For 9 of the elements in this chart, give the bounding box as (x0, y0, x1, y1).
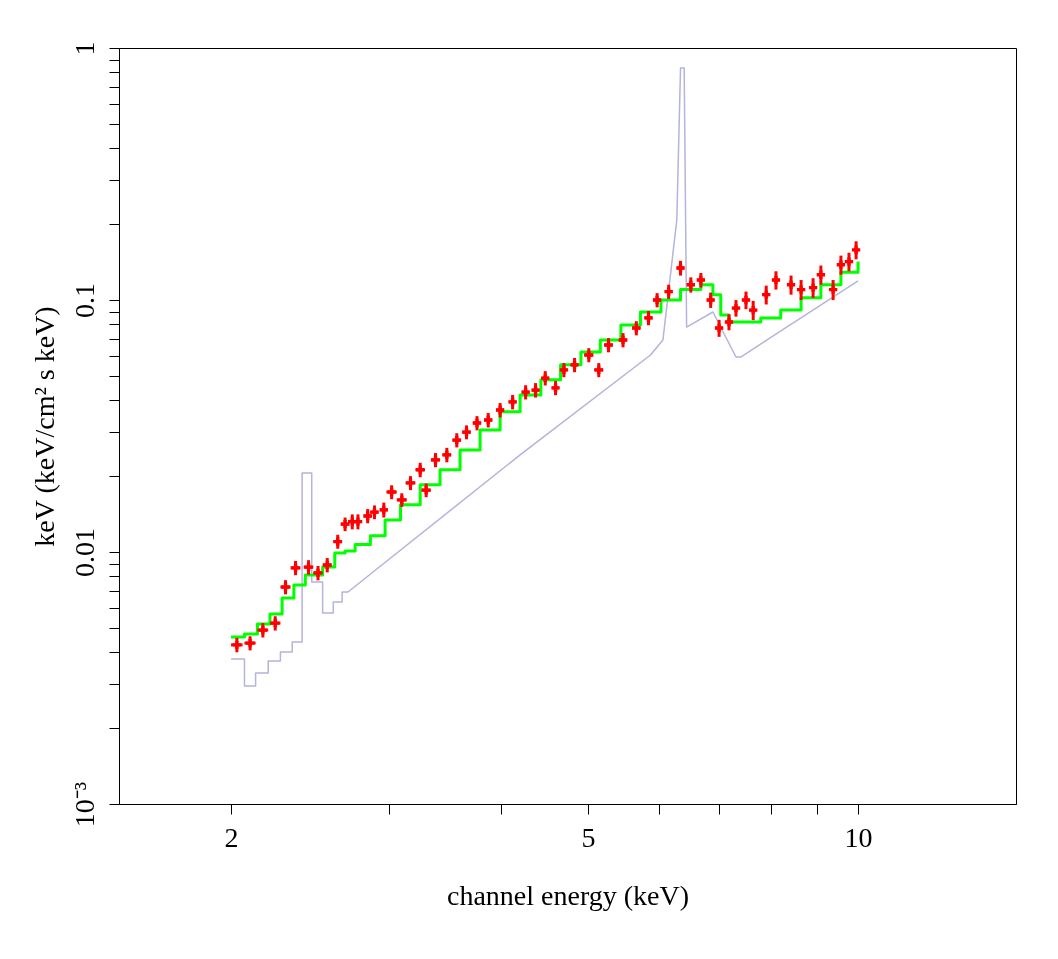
y-tick-label: 1 (68, 41, 100, 56)
y-tick-label: 0.01 (68, 528, 100, 577)
x-tick-label: 10 (844, 821, 873, 853)
x-axis-title: channel energy (keV) (446, 879, 690, 911)
x-tick-label: 5 (581, 821, 596, 853)
y-tick-label: 10⁻³ (68, 781, 100, 828)
y-axis-title: keV (keV/cm² s keV) (28, 306, 60, 547)
y-tick-label: 0.1 (68, 283, 100, 318)
x-tick-label: 2 (224, 821, 239, 853)
